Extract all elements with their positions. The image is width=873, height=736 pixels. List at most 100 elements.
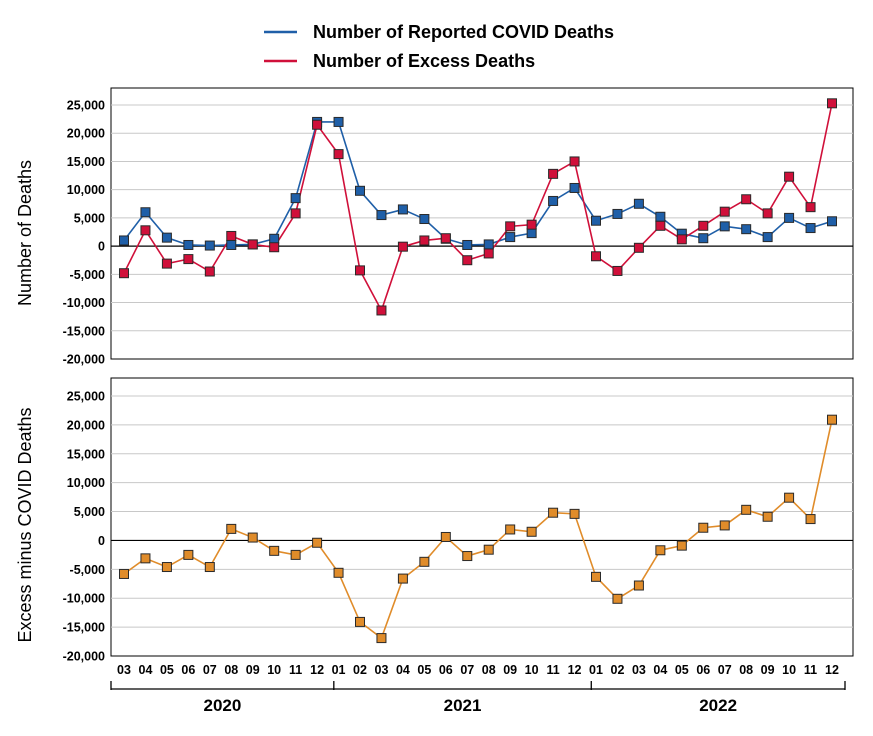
bottom-series-0-point (269, 545, 280, 556)
bottom-series-0-point (355, 616, 365, 627)
top-series-1-point (612, 265, 623, 276)
top-y-tick-label: 20,000 (67, 127, 105, 141)
top-series-0-point (698, 233, 709, 244)
bottom-series-0-point (741, 504, 752, 515)
bottom-series-0-point (161, 562, 172, 573)
bottom-series-0-point (805, 514, 816, 525)
x-month-label: 06 (439, 663, 453, 677)
bottom-series-0-point (676, 540, 687, 551)
bottom-series-0-point (548, 507, 559, 518)
top-series-line-0 (123, 121, 833, 247)
x-month-label: 06 (696, 663, 710, 677)
bottom-series-0-point (483, 544, 494, 555)
top-series-1-point (419, 235, 430, 246)
bottom-series-0-point (247, 532, 258, 543)
bottom-series-0-point (419, 556, 430, 567)
top-series-1-point (591, 251, 601, 262)
x-month-label: 08 (224, 663, 238, 677)
x-month-label: 03 (117, 663, 131, 677)
top-series-0-point (784, 212, 795, 223)
top-series-1-point (269, 242, 280, 253)
x-month-label: 08 (482, 663, 496, 677)
top-series-1-point (741, 194, 752, 205)
bottom-panel: 25,000 20,000 15,000 10,000 5,000 0 -5,000 -10,… (15, 377, 854, 664)
bottom-gridlines (111, 395, 853, 628)
x-month-label: 01 (589, 663, 603, 677)
top-series-0-point (612, 208, 623, 219)
bottom-series-0-point (698, 522, 709, 533)
top-series-1-point (333, 149, 344, 160)
bottom-series-0-point (612, 593, 623, 604)
top-series-1-point (827, 98, 837, 109)
x-month-label: 11 (289, 663, 302, 677)
top-plot-frame (110, 87, 854, 360)
x-month-label: 05 (675, 663, 689, 677)
x-month-label: 11 (546, 663, 559, 677)
legend-label-excess: Number of Excess Deaths (313, 51, 535, 71)
bottom-y-tick-label: -15,000 (63, 621, 105, 635)
bottom-series-0-point (440, 531, 451, 542)
bottom-series-0-point (119, 568, 129, 579)
x-month-tick-labels: 03 04 05 06 07 08 09 10 11 12 01 02 03 04 05 06 07 08 09 10… (117, 663, 839, 677)
top-series-0-point (355, 185, 365, 196)
top-y-axis-title: Number of Deaths (15, 160, 35, 306)
bottom-series-0-point (290, 549, 301, 560)
bottom-series-0-point (505, 524, 516, 535)
x-month-label: 10 (782, 663, 796, 677)
top-series-layer (119, 98, 837, 316)
top-y-tick-label: -20,000 (63, 353, 105, 367)
top-series-1-point (140, 225, 151, 236)
bottom-y-tick-label: 25,000 (67, 390, 105, 404)
top-series-1-point (526, 219, 537, 230)
bottom-y-tick-label: -10,000 (63, 592, 105, 606)
top-series-1-point (719, 206, 730, 217)
top-series-1-point (440, 233, 451, 244)
top-series-0-point (655, 211, 666, 222)
top-series-0-point (397, 204, 408, 215)
x-month-label: 12 (825, 663, 839, 677)
top-y-tick-label: 5,000 (74, 211, 105, 225)
legend-label-covid: Number of Reported COVID Deaths (313, 22, 614, 42)
x-month-label: 04 (396, 663, 410, 677)
top-series-0-point (161, 232, 172, 243)
bottom-series-0-point (204, 562, 215, 573)
bottom-y-axis-title: Excess minus COVID Deaths (15, 407, 35, 642)
top-panel: 25,000 20,000 15,000 10,000 5,000 0 -5,000 -10,… (15, 87, 854, 367)
x-month-label: 01 (332, 663, 346, 677)
top-series-1-point (376, 305, 387, 316)
bottom-y-tick-label: 5,000 (74, 505, 105, 519)
top-series-0-point (505, 232, 516, 243)
x-month-label: 10 (267, 663, 281, 677)
top-y-tick-label: -5,000 (70, 268, 105, 282)
top-y-tick-labels: 25,000 20,000 15,000 10,000 5,000 0 -5,000 -10,… (63, 99, 105, 367)
bottom-y-tick-label: 0 (98, 534, 105, 548)
top-series-0-point (376, 210, 387, 221)
top-series-0-point (827, 216, 837, 227)
x-month-label: 08 (739, 663, 753, 677)
top-series-1-point (355, 265, 365, 276)
bottom-series-0-point (526, 526, 537, 537)
top-y-tick-label: 15,000 (67, 155, 105, 169)
bottom-series-0-point (827, 414, 837, 425)
top-y-tick-label: -10,000 (63, 296, 105, 310)
x-month-label: 07 (203, 663, 217, 677)
x-year-label: 2020 (203, 696, 241, 715)
top-series-0-point (462, 239, 473, 250)
top-y-tick-label: 25,000 (67, 99, 105, 113)
x-month-label: 07 (460, 663, 474, 677)
top-series-1-point (183, 254, 194, 265)
top-series-0-point (140, 207, 151, 218)
x-month-label: 09 (761, 663, 775, 677)
bottom-series-0-point (719, 520, 730, 531)
x-month-label: 03 (375, 663, 389, 677)
top-series-0-point (762, 232, 773, 243)
top-series-1-point (161, 258, 172, 269)
bottom-y-tick-label: 10,000 (67, 476, 105, 490)
top-series-0-point (226, 239, 237, 250)
top-series-0-point (333, 116, 344, 127)
top-series-1-point (569, 156, 580, 167)
top-y-tick-label: 10,000 (67, 183, 105, 197)
x-month-label: 09 (246, 663, 260, 677)
bottom-y-tick-label: -5,000 (70, 563, 105, 577)
